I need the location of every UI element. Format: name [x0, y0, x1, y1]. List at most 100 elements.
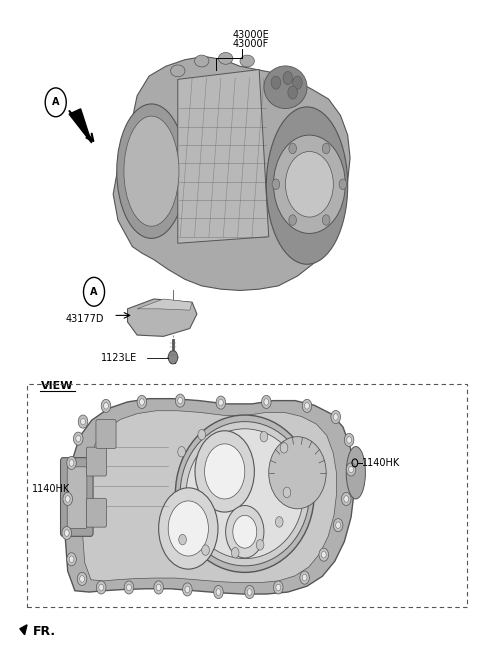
- Circle shape: [302, 399, 312, 413]
- Circle shape: [245, 585, 254, 599]
- Circle shape: [154, 581, 163, 594]
- Circle shape: [319, 548, 328, 561]
- Circle shape: [182, 583, 192, 596]
- Text: 1140HK: 1140HK: [32, 484, 70, 494]
- FancyBboxPatch shape: [86, 447, 107, 476]
- Polygon shape: [69, 109, 92, 143]
- Circle shape: [76, 436, 81, 442]
- Circle shape: [272, 179, 280, 189]
- Circle shape: [69, 556, 74, 562]
- Circle shape: [247, 589, 252, 595]
- Circle shape: [78, 415, 88, 428]
- Circle shape: [124, 581, 134, 594]
- Circle shape: [195, 431, 254, 512]
- Circle shape: [264, 399, 269, 405]
- Ellipse shape: [170, 65, 185, 77]
- Circle shape: [305, 403, 310, 409]
- Ellipse shape: [175, 415, 314, 572]
- Circle shape: [333, 518, 343, 532]
- Circle shape: [156, 584, 161, 591]
- Circle shape: [260, 432, 268, 442]
- FancyBboxPatch shape: [86, 498, 107, 527]
- Text: FR.: FR.: [33, 625, 56, 638]
- Circle shape: [283, 72, 293, 85]
- Circle shape: [226, 505, 264, 558]
- Circle shape: [80, 576, 84, 582]
- Circle shape: [65, 495, 70, 502]
- Circle shape: [168, 501, 208, 556]
- Circle shape: [280, 443, 288, 453]
- Circle shape: [96, 581, 106, 594]
- Bar: [27, 384, 468, 607]
- Circle shape: [302, 574, 307, 581]
- Text: 1123LE: 1123LE: [101, 353, 137, 363]
- Circle shape: [216, 589, 221, 595]
- Ellipse shape: [186, 429, 303, 558]
- Circle shape: [231, 547, 239, 558]
- Ellipse shape: [264, 66, 307, 108]
- Circle shape: [62, 526, 72, 539]
- Ellipse shape: [124, 116, 179, 226]
- Circle shape: [339, 179, 347, 189]
- Polygon shape: [83, 411, 336, 583]
- Circle shape: [168, 351, 178, 364]
- Ellipse shape: [180, 422, 310, 566]
- Ellipse shape: [240, 55, 254, 67]
- Circle shape: [323, 143, 330, 154]
- Polygon shape: [137, 299, 192, 310]
- Circle shape: [67, 553, 76, 566]
- Circle shape: [204, 444, 245, 499]
- Circle shape: [336, 522, 340, 528]
- Circle shape: [300, 571, 310, 584]
- Circle shape: [289, 143, 297, 154]
- Text: 1140HK: 1140HK: [362, 458, 400, 468]
- Circle shape: [341, 492, 351, 505]
- FancyBboxPatch shape: [67, 467, 87, 528]
- Circle shape: [347, 437, 351, 443]
- Circle shape: [283, 487, 291, 497]
- Ellipse shape: [269, 437, 326, 509]
- Circle shape: [178, 447, 185, 457]
- Text: A: A: [90, 287, 98, 297]
- Circle shape: [288, 86, 298, 99]
- Circle shape: [67, 457, 76, 470]
- Ellipse shape: [266, 107, 348, 264]
- Circle shape: [214, 585, 223, 599]
- Ellipse shape: [194, 55, 209, 67]
- Circle shape: [262, 396, 271, 409]
- Circle shape: [346, 463, 356, 476]
- Circle shape: [127, 584, 132, 591]
- Polygon shape: [113, 57, 350, 290]
- Circle shape: [63, 492, 72, 505]
- FancyBboxPatch shape: [96, 420, 116, 449]
- Circle shape: [198, 430, 205, 440]
- Circle shape: [202, 545, 209, 555]
- Circle shape: [137, 396, 147, 409]
- Circle shape: [289, 215, 297, 225]
- Circle shape: [333, 414, 338, 420]
- Circle shape: [276, 584, 281, 591]
- Polygon shape: [128, 299, 197, 336]
- Polygon shape: [178, 70, 269, 243]
- Text: A: A: [52, 97, 60, 107]
- Circle shape: [175, 394, 185, 407]
- Circle shape: [271, 76, 281, 89]
- Text: 43000F: 43000F: [233, 39, 269, 49]
- Circle shape: [178, 397, 182, 404]
- Circle shape: [256, 539, 264, 550]
- Circle shape: [179, 534, 186, 545]
- Circle shape: [344, 434, 354, 447]
- Ellipse shape: [117, 104, 186, 238]
- Circle shape: [81, 419, 85, 425]
- Circle shape: [274, 581, 283, 594]
- Text: 43177D: 43177D: [65, 313, 104, 324]
- Circle shape: [331, 411, 340, 424]
- Ellipse shape: [346, 447, 365, 499]
- Circle shape: [323, 215, 330, 225]
- Ellipse shape: [218, 53, 233, 64]
- Circle shape: [99, 584, 104, 591]
- Circle shape: [348, 466, 353, 473]
- Polygon shape: [65, 399, 354, 594]
- Circle shape: [216, 396, 226, 409]
- Circle shape: [77, 572, 87, 585]
